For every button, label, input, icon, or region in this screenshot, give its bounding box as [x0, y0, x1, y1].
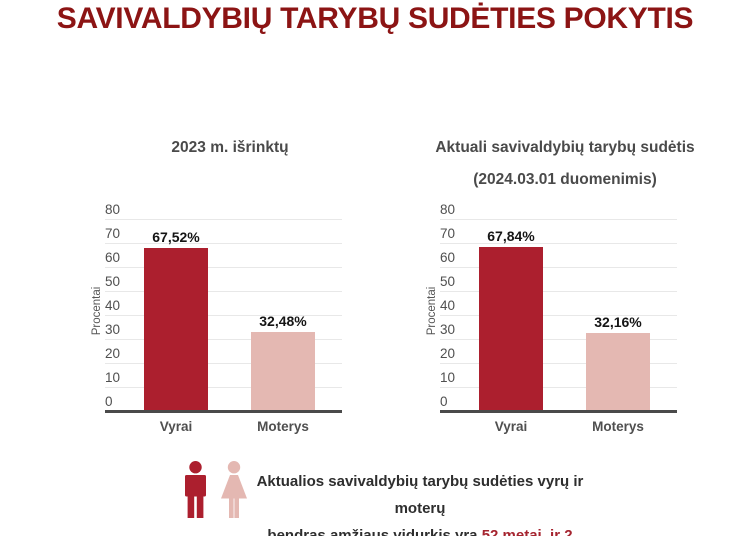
y-tick-label: 30 — [440, 322, 456, 337]
gridline — [440, 363, 677, 364]
x-category-label: Vyrai — [159, 419, 193, 434]
gridline — [105, 291, 342, 292]
chart-title: Aktuali savivaldybių tarybų sudėtis — [435, 139, 695, 156]
footer-note-line2-prefix: bendras amžiaus vidurkis yra — [267, 527, 482, 536]
gridline — [440, 243, 677, 244]
y-tick-label: 50 — [105, 274, 121, 289]
plot-area: 0 10 20 30 40 50 60 70 80 67,84% Vyrai 32,16% Motery… — [440, 202, 677, 434]
gridline — [440, 387, 677, 388]
bar-value-label: 67,84% — [487, 228, 535, 245]
y-tick-label: 0 — [105, 394, 113, 409]
y-tick-label: 10 — [105, 370, 121, 385]
y-tick-label: 40 — [440, 298, 456, 313]
y-tick-label: 10 — [440, 370, 456, 385]
y-tick-label: 0 — [440, 394, 448, 409]
y-tick-label: 40 — [105, 298, 121, 313]
footer-note: Aktualios savivaldybių tarybų sudėties v… — [252, 468, 588, 536]
gridline — [440, 315, 677, 316]
y-tick-label: 20 — [440, 346, 456, 361]
chart-subtitle: (2024.03.01 duomenimis) — [473, 171, 657, 188]
y-tick-label: 30 — [105, 322, 121, 337]
bar-vyrai — [479, 247, 543, 410]
x-axis-line — [440, 410, 677, 413]
bar-value-label: 32,48% — [259, 313, 307, 330]
gender-icons — [183, 461, 251, 518]
page-title: SAVIVALDYBIŲ TARYBŲ SUDĖTIES POKYTIS — [56, 2, 694, 35]
y-tick-label: 20 — [105, 346, 121, 361]
y-tick-label: 80 — [440, 202, 456, 217]
y-tick-label: 70 — [440, 226, 456, 241]
plot-area: 0 10 20 30 40 50 60 70 80 67,52% Vyrai 32,48% Motery… — [105, 202, 342, 434]
x-category-label: Vyrai — [494, 419, 528, 434]
gridline — [105, 315, 342, 316]
woman-icon — [221, 461, 248, 518]
y-tick-label: 80 — [105, 202, 121, 217]
bar-vyrai — [144, 247, 208, 410]
chart-title: 2023 m. išrinktų — [171, 139, 289, 156]
y-tick-label: 60 — [105, 250, 121, 265]
bar-moterys — [251, 332, 315, 410]
bar-value-label: 32,16% — [594, 313, 642, 330]
gridline — [105, 387, 342, 388]
x-axis-line — [105, 410, 342, 413]
x-category-label: Moterys — [257, 419, 309, 434]
man-icon — [185, 461, 206, 518]
y-tick-label: 70 — [105, 226, 121, 241]
gridline — [105, 363, 342, 364]
x-category-label: Moterys — [592, 419, 644, 434]
gridline — [105, 219, 342, 220]
gridline — [105, 267, 342, 268]
gridline — [440, 219, 677, 220]
footer-note-line1: Aktualios savivaldybių tarybų sudėties v… — [256, 473, 584, 517]
bar-moterys — [586, 332, 650, 410]
gridline — [105, 243, 342, 244]
gridline — [440, 339, 677, 340]
chart-current-panel: Aktuali savivaldybių tarybų sudėtis (202… — [420, 135, 710, 455]
gridline — [105, 339, 342, 340]
gridline — [440, 291, 677, 292]
footer-note-highlight: 52 metai ir 2 mėnesiai — [481, 527, 573, 536]
y-tick-label: 50 — [440, 274, 456, 289]
bar-value-label: 67,52% — [152, 228, 200, 245]
chart-2023-panel: 2023 m. išrinktų Procentai 0 10 20 30 40 50 60… — [85, 135, 375, 455]
y-tick-label: 60 — [440, 250, 456, 265]
gridline — [440, 267, 677, 268]
